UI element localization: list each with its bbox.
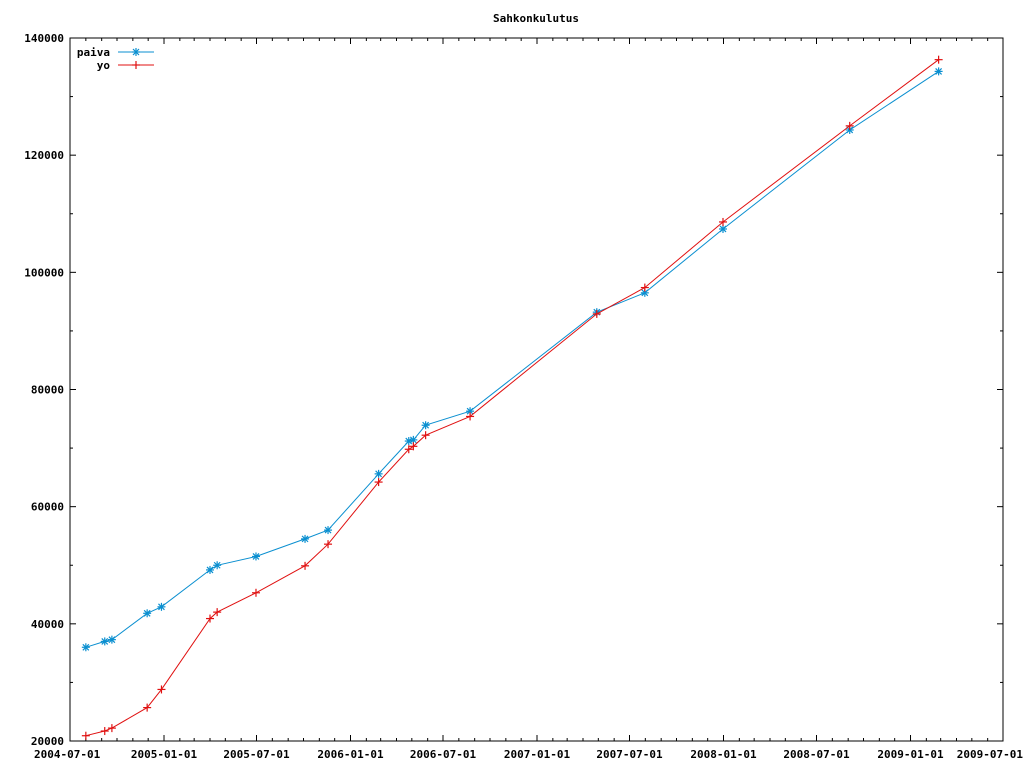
data-point-paiva [324, 526, 333, 535]
data-point-yo [107, 724, 116, 733]
marker-stroke [213, 561, 221, 569]
marker-stroke [158, 603, 165, 611]
data-point-yo [206, 614, 215, 623]
chart-title: Sahkonkulutus [493, 12, 579, 25]
marker-stroke [409, 436, 417, 444]
data-point-yo [374, 478, 383, 487]
y-tick-label: 20000 [31, 735, 64, 748]
data-point-paiva [143, 609, 152, 618]
y-tick-label: 100000 [24, 266, 64, 279]
marker-stroke [641, 289, 649, 297]
data-point-yo [157, 685, 166, 694]
data-point-yo [143, 703, 152, 712]
x-tick-label: 2006-01-01 [317, 748, 384, 761]
marker-stroke [301, 535, 309, 543]
y-tick-label: 60000 [31, 501, 64, 514]
marker-stroke [101, 637, 109, 645]
y-tick-label: 80000 [31, 384, 64, 397]
y-tick-label: 140000 [24, 32, 64, 45]
data-point-paiva [206, 565, 215, 574]
data-point-paiva [107, 635, 116, 644]
series-line-yo [85, 59, 939, 737]
marker-stroke [82, 643, 90, 651]
data-point-yo [934, 55, 943, 64]
x-tick-label: 2006-07-01 [410, 748, 477, 761]
data-point-yo [466, 412, 475, 421]
data-point-paiva [301, 534, 310, 543]
marker-stroke [466, 407, 474, 415]
data-point-yo [301, 561, 310, 570]
data-point-paiva [251, 552, 260, 561]
data-point-yo [592, 309, 601, 318]
data-point-yo [404, 445, 413, 454]
legend-marker-yo [132, 61, 140, 69]
data-point-yo [324, 540, 333, 549]
data-point-paiva [81, 643, 90, 652]
x-tick-label: 2009-01-01 [877, 748, 944, 761]
data-point-paiva [157, 602, 166, 611]
marker-stroke [405, 437, 413, 445]
marker-stroke [375, 470, 383, 478]
data-point-paiva [421, 421, 430, 430]
series-paiva [81, 67, 943, 652]
marker-stroke [846, 126, 854, 134]
marker-stroke [143, 609, 151, 617]
data-point-yo [251, 588, 260, 597]
y-tick-label: 40000 [31, 618, 64, 631]
x-tick-label: 2008-07-01 [783, 748, 850, 761]
axes: 20000 40000 60000 80000 100000 120000 140000 20… [24, 32, 1023, 761]
data-point-yo [81, 731, 90, 740]
x-tick-label: 2007-01-01 [504, 748, 571, 761]
x-tick-label: 2008-01-01 [690, 748, 757, 761]
marker-stroke [719, 225, 727, 233]
data-point-yo [640, 283, 649, 292]
legend-marker-paiva [132, 48, 140, 56]
data-point-paiva [409, 435, 418, 444]
data-point-yo [409, 442, 418, 451]
y-tick-label: 120000 [24, 149, 64, 162]
legend-label-yo: yo [97, 59, 111, 72]
x-tick-label: 2005-01-01 [131, 748, 198, 761]
marker-stroke [422, 421, 430, 429]
data-point-yo [100, 727, 109, 736]
plot-frame [69, 37, 1004, 742]
data-point-paiva [934, 67, 943, 76]
series-yo [81, 55, 943, 740]
marker-stroke [132, 48, 140, 56]
legend-label-paiva: paiva [77, 46, 110, 59]
series-line-paiva [85, 70, 939, 648]
data-point-paiva [718, 224, 727, 233]
series-layer [81, 55, 943, 740]
marker-stroke [324, 526, 332, 534]
data-point-yo [718, 217, 727, 226]
data-point-yo [845, 121, 854, 130]
data-point-yo [213, 608, 222, 617]
data-point-yo [421, 431, 430, 440]
x-tick-label: 2005-07-01 [223, 748, 290, 761]
x-tick-label: 2004-07-01 [34, 748, 101, 761]
x-tick-label: 2007-07-01 [596, 748, 663, 761]
marker-stroke [108, 636, 116, 644]
data-point-paiva [100, 637, 109, 646]
data-point-paiva [213, 561, 222, 570]
x-tick-label: 2009-07-01 [957, 748, 1024, 761]
marker-stroke [935, 67, 943, 75]
data-point-paiva [374, 469, 383, 478]
marker-stroke [252, 553, 260, 560]
marker-stroke [206, 566, 214, 574]
